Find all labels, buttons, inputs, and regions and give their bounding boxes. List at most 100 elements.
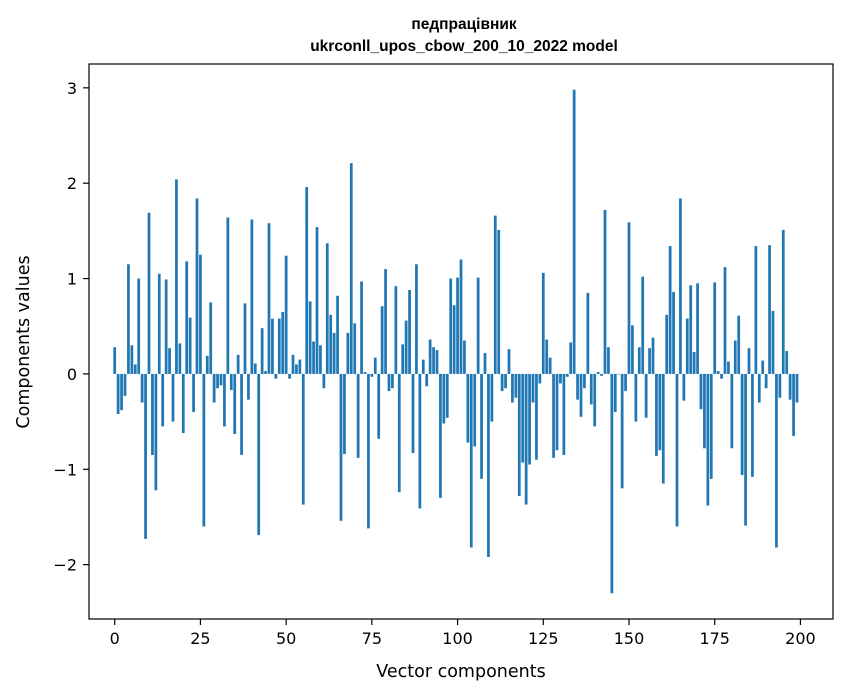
bar-136: [579, 373, 583, 417]
bar-21: [185, 261, 189, 374]
bar-103: [466, 373, 470, 443]
bar-20: [181, 373, 185, 434]
bar-2: [120, 373, 123, 411]
bar-0: [113, 347, 117, 374]
bar-175: [713, 282, 717, 374]
bar-146: [613, 373, 617, 413]
y-axis-ticks: −2 −1 0 1 2 3: [53, 79, 89, 575]
bar-117: [514, 373, 518, 398]
bar-123: [535, 373, 538, 460]
bar-41: [253, 363, 257, 374]
bar-72: [360, 281, 363, 374]
bar-194: [778, 373, 782, 398]
bar-81: [391, 373, 394, 389]
bar-52: [291, 354, 295, 374]
bar-195: [781, 229, 785, 374]
bar-9: [144, 373, 147, 539]
bar-181: [733, 340, 737, 374]
bar-108: [483, 352, 487, 374]
bar-198: [792, 373, 795, 436]
x-axis-ticks: 0 25 50 75 100 125 150 175 200: [110, 619, 816, 648]
bar-63: [329, 314, 333, 374]
bar-42: [257, 373, 261, 536]
bar-50: [284, 255, 288, 374]
bar-158: [655, 373, 658, 456]
bar-161: [665, 314, 669, 374]
bar-122: [531, 373, 535, 403]
bar-33: [226, 217, 230, 374]
y-tick-label: 0: [67, 365, 77, 384]
bar-74: [367, 373, 370, 529]
bar-115: [507, 349, 511, 374]
bar-87: [411, 373, 415, 454]
bar-49: [281, 311, 285, 374]
bar-179: [727, 361, 730, 374]
bar-80: [387, 373, 391, 392]
bar-96: [442, 373, 446, 424]
bar-143: [603, 209, 607, 374]
bar-31: [219, 373, 223, 386]
bar-121: [528, 373, 531, 465]
bar-145: [610, 373, 614, 594]
bar-6: [133, 364, 137, 374]
bar-112: [497, 229, 501, 374]
x-tick-label: 25: [190, 629, 210, 648]
bar-1: [116, 373, 120, 414]
bar-62: [325, 243, 329, 374]
bar-100: [456, 277, 459, 374]
bar-77: [377, 373, 381, 439]
bar-43: [260, 328, 264, 374]
bar-197: [788, 373, 792, 400]
bar-10: [147, 212, 151, 374]
bar-148: [620, 373, 624, 489]
bar-110: [490, 373, 494, 422]
bar-5: [130, 345, 134, 374]
bar-39: [247, 373, 250, 400]
bar-167: [685, 318, 689, 374]
bar-15: [164, 279, 168, 374]
bar-119: [521, 373, 525, 463]
bar-65: [336, 295, 339, 374]
bar-124: [538, 373, 542, 384]
bar-196: [785, 351, 789, 374]
bar-160: [661, 373, 665, 484]
bar-55: [301, 373, 305, 505]
bar-129: [555, 373, 559, 451]
chart-subtitle: ukrconll_upos_cbow_200_10_2022 model: [310, 38, 618, 55]
bar-7: [137, 278, 141, 374]
bar-127: [548, 357, 552, 374]
bar-53: [295, 364, 298, 374]
bar-172: [703, 373, 706, 449]
bar-169: [692, 351, 696, 374]
bar-93: [432, 347, 435, 374]
bar-34: [229, 373, 233, 391]
bar-14: [161, 373, 165, 427]
bar-67: [343, 373, 346, 455]
bar-128: [552, 373, 555, 458]
bar-13: [157, 273, 161, 374]
bar-104: [469, 373, 473, 548]
bar-137: [583, 373, 586, 389]
bar-191: [768, 245, 771, 374]
bar-193: [775, 373, 778, 548]
bar-61: [322, 373, 326, 389]
bar-153: [637, 347, 641, 374]
bar-95: [439, 373, 442, 498]
bar-176: [716, 371, 720, 374]
bar-17: [171, 373, 175, 422]
bar-19: [178, 343, 182, 374]
x-axis-label: Vector components: [376, 662, 545, 682]
bar-180: [730, 373, 734, 449]
bar-187: [754, 246, 758, 374]
bar-69: [349, 163, 353, 374]
bar-173: [706, 373, 710, 506]
bar-189: [761, 360, 765, 374]
bar-99: [452, 305, 456, 374]
x-tick-label: 200: [785, 629, 816, 648]
bar-159: [658, 373, 662, 451]
x-tick-label: 175: [699, 629, 730, 648]
bar-163: [672, 291, 675, 374]
bar-190: [764, 373, 768, 389]
bar-171: [699, 373, 703, 410]
